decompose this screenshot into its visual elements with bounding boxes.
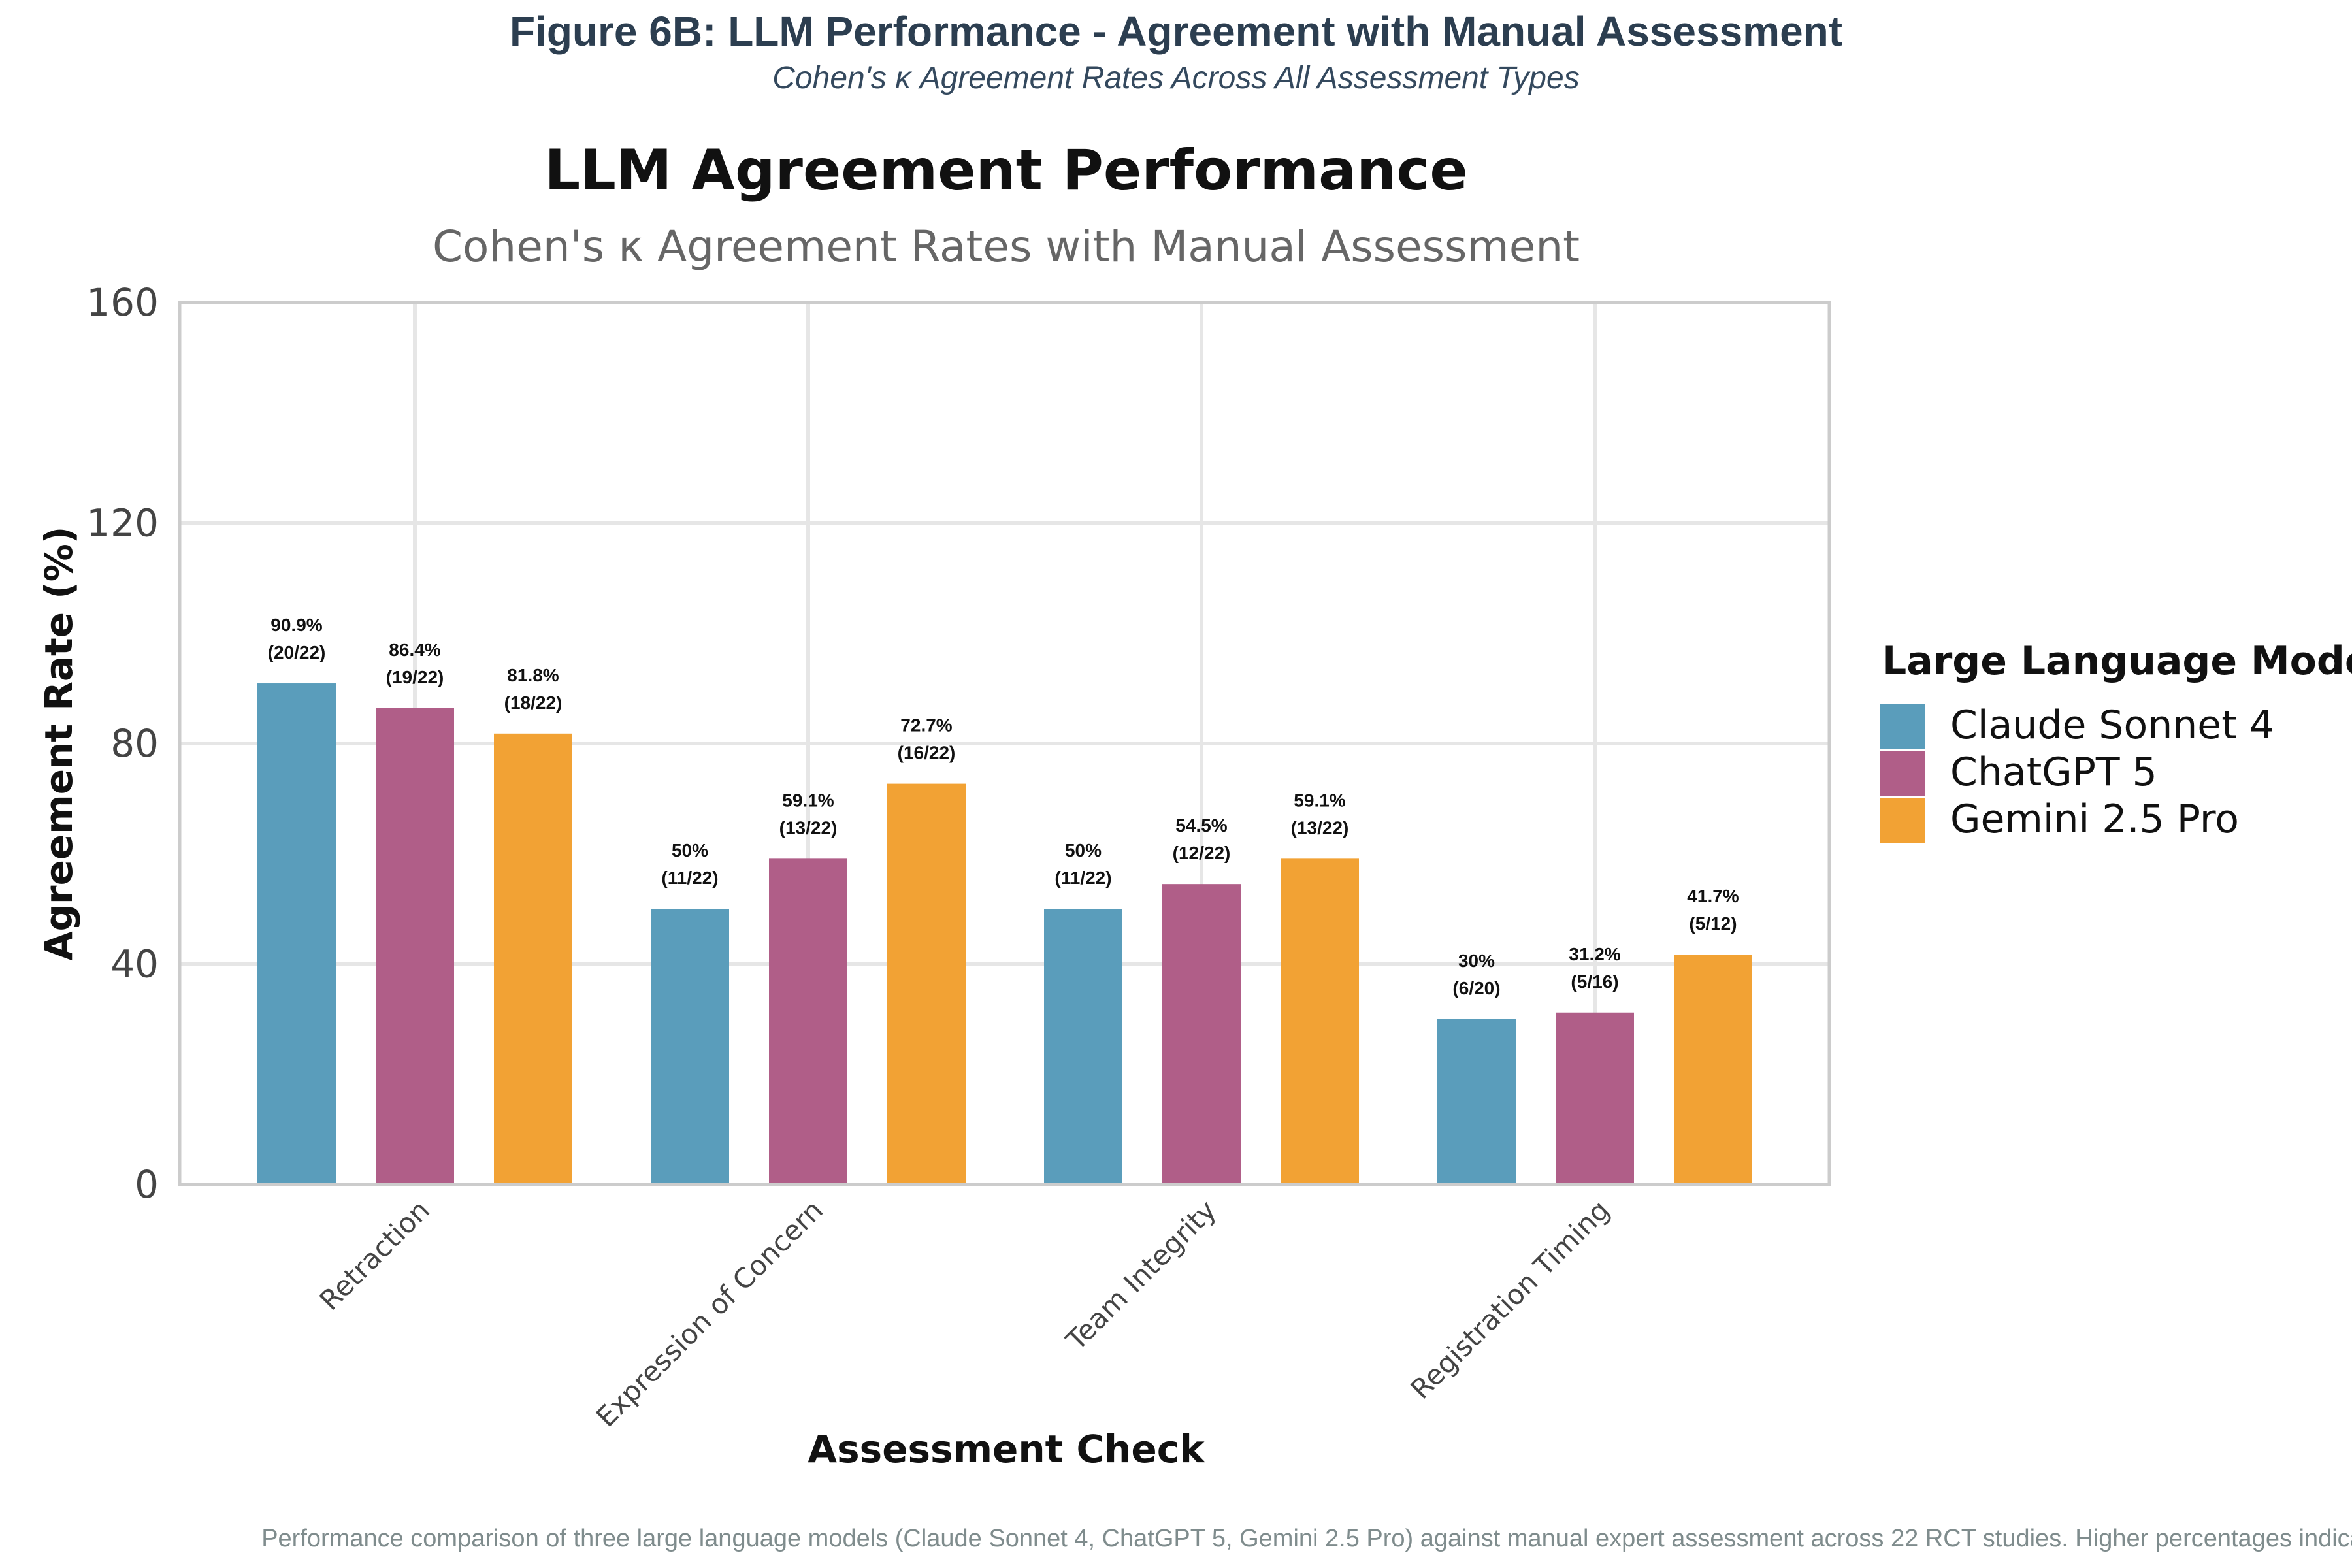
data-label-percent: 90.9%: [270, 615, 322, 635]
legend-swatch: [1880, 704, 1925, 749]
bar: [1044, 909, 1122, 1184]
legend-swatch: [1880, 751, 1925, 796]
bars-group: [257, 683, 1752, 1184]
data-label-count: (5/16): [1571, 972, 1618, 992]
bar: [1674, 955, 1752, 1184]
figure-title: Figure 6B: LLM Performance - Agreement w…: [509, 8, 1843, 55]
x-tick-label: Team Integrity: [1060, 1194, 1222, 1356]
data-label-percent: 59.1%: [782, 790, 834, 810]
bar: [1281, 858, 1359, 1184]
data-label-percent: 81.8%: [507, 665, 559, 685]
x-tick-label: Expression of Concern: [590, 1194, 829, 1433]
x-tick-label: Retraction: [314, 1194, 436, 1316]
data-label-percent: 41.7%: [1687, 886, 1739, 906]
bar: [1162, 884, 1241, 1184]
chart-title: LLM Agreement Performance: [544, 138, 1467, 203]
y-axis-label: Agreement Rate (%): [37, 527, 81, 961]
x-axis-label: Assessment Check: [808, 1427, 1205, 1471]
bar: [376, 708, 454, 1184]
data-label-percent: 72.7%: [900, 715, 952, 736]
bar: [257, 683, 336, 1184]
data-label-count: (20/22): [268, 642, 326, 662]
data-label-count: (13/22): [779, 817, 838, 838]
data-label-count: (5/12): [1689, 913, 1737, 934]
data-label-count: (6/20): [1452, 978, 1500, 998]
bar: [1556, 1012, 1634, 1184]
data-label-percent: 50%: [672, 840, 708, 860]
legend-label: ChatGPT 5: [1950, 749, 2157, 795]
bar: [651, 909, 729, 1184]
plot-border: [178, 301, 1831, 1186]
y-axis-ticks: 0 40 80 120 160: [86, 280, 159, 1207]
y-tick-label: 0: [135, 1162, 159, 1207]
data-label-percent: 31.2%: [1569, 944, 1620, 964]
legend: Large Language Model Claude Sonnet 4Chat…: [1880, 638, 2352, 843]
data-label-count: (11/22): [1054, 868, 1111, 888]
data-label-percent: 54.5%: [1175, 815, 1227, 836]
legend-swatch: [1880, 798, 1925, 843]
data-label-count: (13/22): [1291, 817, 1349, 838]
chart-subtitle: Cohen's κ Agreement Rates with Manual As…: [433, 221, 1580, 272]
data-label-count: (19/22): [386, 667, 444, 687]
bar: [494, 733, 572, 1184]
legend-label: Claude Sonnet 4: [1950, 702, 2274, 748]
data-label-percent: 86.4%: [389, 640, 440, 660]
data-label-percent: 59.1%: [1294, 790, 1345, 810]
y-tick-label: 80: [110, 721, 159, 766]
bar: [1437, 1019, 1516, 1184]
data-label-count: (16/22): [898, 743, 956, 763]
data-label-count: (18/22): [504, 693, 563, 713]
figure-caption-text: Performance comparison of three large la…: [261, 1525, 2352, 1552]
y-tick-label: 160: [86, 280, 159, 325]
y-tick-label: 120: [86, 501, 159, 546]
y-tick-label: 40: [110, 942, 159, 987]
data-label-percent: 50%: [1065, 840, 1102, 860]
data-label-count: (12/22): [1173, 843, 1231, 863]
x-tick-label: Registration Timing: [1405, 1194, 1616, 1405]
bar: [769, 858, 847, 1184]
legend-label: Gemini 2.5 Pro: [1950, 796, 2239, 842]
data-label-count: (11/22): [661, 868, 718, 888]
bar: [887, 783, 966, 1184]
figure-subtitle: Cohen's κ Agreement Rates Across All Ass…: [772, 61, 1580, 95]
x-axis-ticks: Retraction Expression of Concern Team Inte…: [314, 1194, 1616, 1433]
figure-caption: Performance comparison of three large la…: [0, 1516, 2352, 1561]
data-labels-group: 90.9% (20/22) 86.4% (19/22) 81.8% (18/22) 50% (…: [268, 615, 1739, 998]
legend-title: Large Language Model: [1882, 638, 2352, 684]
data-label-percent: 30%: [1458, 951, 1495, 971]
